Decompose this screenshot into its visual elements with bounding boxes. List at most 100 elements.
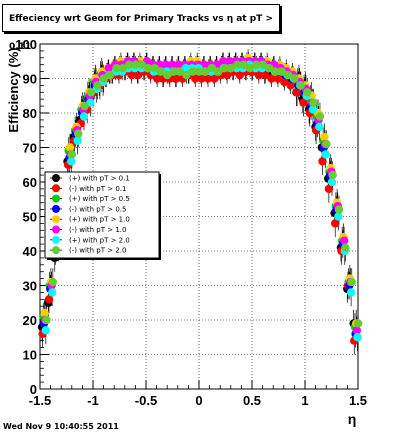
data-point bbox=[40, 308, 49, 318]
data-point bbox=[210, 74, 219, 83]
x-axis-label: η bbox=[348, 411, 357, 427]
data-point bbox=[65, 143, 75, 152]
data-point bbox=[245, 63, 255, 73]
data-point bbox=[213, 67, 223, 76]
data-point bbox=[169, 67, 178, 76]
data-point bbox=[174, 60, 183, 69]
data-point bbox=[352, 326, 362, 335]
data-point bbox=[99, 74, 108, 83]
data-point bbox=[353, 319, 363, 328]
data-point bbox=[303, 88, 312, 97]
data-point bbox=[320, 132, 329, 142]
data-point bbox=[168, 60, 177, 69]
data-point bbox=[48, 277, 58, 287]
data-point bbox=[334, 205, 344, 214]
data-point bbox=[73, 136, 82, 145]
data-point bbox=[308, 105, 318, 114]
data-point bbox=[233, 60, 242, 69]
legend-entry: (+) with pT > 0.1 bbox=[69, 175, 130, 183]
y-tick-label: 30 bbox=[23, 279, 37, 294]
data-point bbox=[105, 70, 115, 80]
data-point bbox=[296, 81, 306, 90]
x-tick-label: 1.5 bbox=[349, 393, 367, 408]
data-point bbox=[197, 74, 206, 83]
y-tick-label: 90 bbox=[23, 72, 37, 87]
data-point bbox=[118, 63, 127, 73]
y-tick-label: 0 bbox=[30, 382, 37, 397]
data-point bbox=[93, 81, 102, 90]
data-point bbox=[267, 74, 276, 83]
y-tick-label: 70 bbox=[23, 141, 37, 156]
data-point bbox=[150, 63, 159, 73]
data-point bbox=[321, 150, 330, 159]
x-tick-label: 0 bbox=[195, 393, 202, 408]
y-tick-label: 20 bbox=[23, 313, 37, 328]
data-point bbox=[346, 288, 356, 297]
data-point bbox=[341, 243, 350, 252]
data-point bbox=[47, 288, 57, 297]
data-point bbox=[324, 184, 334, 194]
data-point bbox=[322, 139, 331, 149]
data-point bbox=[261, 70, 270, 80]
data-point bbox=[44, 295, 54, 304]
legend-entry: (+) with pT > 2.0 bbox=[69, 236, 130, 244]
data-point bbox=[41, 326, 51, 335]
data-point bbox=[292, 88, 302, 97]
data-point bbox=[219, 57, 228, 66]
x-tick-label: -0.5 bbox=[135, 393, 157, 408]
data-point bbox=[290, 74, 299, 83]
data-point bbox=[161, 60, 171, 69]
data-point bbox=[137, 60, 147, 69]
data-point bbox=[74, 129, 83, 138]
data-point bbox=[42, 315, 51, 325]
data-point bbox=[328, 170, 337, 180]
data-point bbox=[339, 236, 349, 245]
data-point bbox=[286, 81, 295, 90]
data-point bbox=[315, 122, 324, 131]
data-point bbox=[299, 98, 308, 107]
data-point bbox=[271, 67, 280, 76]
legend-entry: (+) with pT > 1.0 bbox=[69, 216, 130, 224]
data-point bbox=[222, 70, 232, 80]
legend-marker bbox=[52, 174, 60, 182]
data-point bbox=[203, 74, 213, 83]
legend-entry: (-) with pT > 0.1 bbox=[69, 185, 126, 193]
x-tick-label: 1 bbox=[301, 393, 308, 408]
legend: (+) with pT > 0.1 (-) with pT > 0.1 (+) wi… bbox=[44, 171, 161, 260]
data-point bbox=[188, 67, 197, 76]
data-point bbox=[207, 63, 217, 73]
timestamp-footer: Wed Nov 9 10:40:55 2011 bbox=[3, 422, 119, 431]
data-point bbox=[182, 70, 191, 80]
data-point bbox=[283, 70, 293, 80]
data-point bbox=[112, 63, 121, 73]
data-point bbox=[258, 60, 267, 69]
data-point bbox=[327, 177, 337, 187]
data-point bbox=[318, 157, 327, 166]
legend-marker bbox=[52, 246, 60, 255]
data-point bbox=[152, 74, 162, 83]
y-tick-label: 100 bbox=[15, 37, 37, 52]
y-tick-label: 50 bbox=[23, 210, 37, 225]
data-point bbox=[124, 60, 134, 69]
data-point bbox=[315, 112, 325, 121]
data-point bbox=[104, 63, 113, 73]
data-point bbox=[273, 74, 283, 83]
data-point bbox=[347, 277, 356, 287]
data-point bbox=[220, 63, 229, 73]
x-tick-label: -1 bbox=[87, 393, 99, 408]
data-point bbox=[131, 60, 140, 69]
data-point bbox=[191, 74, 200, 83]
data-point bbox=[280, 77, 289, 87]
data-point bbox=[133, 70, 143, 80]
data-points bbox=[37, 53, 363, 345]
x-tick-label: 0.5 bbox=[243, 393, 261, 408]
legend-marker bbox=[52, 215, 60, 224]
legend-marker bbox=[52, 225, 60, 234]
legend-marker bbox=[52, 204, 60, 213]
data-point bbox=[67, 157, 76, 166]
data-point bbox=[226, 63, 236, 73]
data-point bbox=[277, 67, 286, 76]
data-point bbox=[156, 67, 166, 76]
data-point bbox=[309, 98, 318, 107]
data-point bbox=[239, 60, 248, 69]
